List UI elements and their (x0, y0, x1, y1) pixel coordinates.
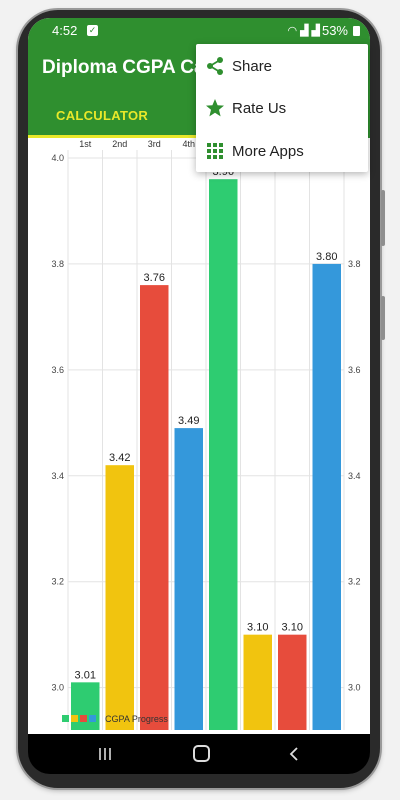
status-bar: 4:52 ✓ ◠ ▟ ▟ 53% (28, 18, 370, 44)
bar (278, 634, 307, 730)
x-tick-label: 1st (79, 139, 92, 149)
bar (174, 428, 203, 730)
legend-swatch (89, 715, 96, 722)
bar (71, 682, 100, 730)
navigation-bar (28, 734, 370, 774)
tab-indicator (28, 135, 198, 138)
back-button[interactable] (286, 746, 302, 762)
recent-apps-button[interactable] (98, 747, 112, 761)
y-tick-label-left: 3.4 (51, 471, 64, 481)
legend-swatch (80, 715, 87, 722)
cgpa-chart: 3.03.03.23.23.43.43.63.63.83.84.04.01st2… (28, 138, 370, 734)
grid-icon (207, 143, 223, 159)
bar (140, 285, 169, 730)
tab-calculator[interactable]: CALCULATOR (56, 108, 149, 123)
menu-item-share[interactable]: Share (196, 45, 368, 87)
y-tick-label-right: 3.0 (348, 683, 361, 693)
y-tick-label-right: 3.2 (348, 577, 361, 587)
bar-value-label: 3.80 (316, 251, 337, 263)
app-title: Diploma CGPA Calc (42, 57, 221, 78)
signal-icon-2: ▟ (311, 25, 320, 37)
x-tick-label: 2nd (112, 139, 127, 149)
app-screen: 4:52 ✓ ◠ ▟ ▟ 53% Diploma CGPA Calc CALCU… (28, 18, 370, 734)
battery-icon (353, 26, 360, 36)
y-tick-label-right: 3.4 (348, 471, 361, 481)
bar-value-label: 3.01 (75, 669, 96, 681)
x-tick-label: 3rd (148, 139, 161, 149)
x-tick-label: 4th (182, 139, 195, 149)
legend-swatch (71, 715, 78, 722)
bar-value-label: 3.49 (178, 415, 199, 427)
y-tick-label-right: 3.8 (348, 259, 361, 269)
status-icons: ◠ ▟ ▟ (287, 24, 320, 37)
status-time: 4:52 (52, 23, 78, 38)
y-tick-label-left: 4.0 (51, 153, 64, 163)
menu-label-share: Share (232, 57, 273, 75)
signal-icon: ▟ (300, 25, 309, 37)
y-tick-label-left: 3.2 (51, 577, 64, 587)
bar-value-label: 3.76 (144, 272, 165, 284)
y-tick-label-left: 3.8 (51, 259, 64, 269)
bar-value-label: 3.10 (282, 622, 303, 634)
volume-button (381, 190, 385, 246)
menu-item-rate-us[interactable]: Rate Us (196, 87, 368, 129)
bar (243, 634, 272, 730)
bar-value-label: 3.10 (247, 622, 268, 634)
overflow-menu: Share Rate Us More Apps (196, 44, 368, 172)
y-tick-label-right: 3.6 (348, 365, 361, 375)
notification-check-icon: ✓ (87, 25, 98, 36)
y-tick-label-left: 3.6 (51, 365, 64, 375)
cgpa-bar-chart: 3.03.03.23.23.43.43.63.63.83.84.04.01st2… (51, 139, 361, 730)
bar (209, 179, 238, 730)
wifi-icon: ◠ (287, 25, 298, 37)
power-button (381, 296, 385, 340)
bar (105, 465, 134, 730)
menu-label-rate-us: Rate Us (232, 99, 287, 117)
bar (312, 263, 341, 730)
battery-percent: 53% (321, 23, 348, 38)
menu-item-more-apps[interactable]: More Apps (196, 130, 368, 172)
star-icon (206, 99, 224, 117)
menu-label-more-apps: More Apps (232, 142, 304, 160)
legend-label: CGPA Progress (105, 714, 168, 724)
bar-value-label: 3.42 (109, 452, 130, 464)
y-tick-label-left: 3.0 (51, 683, 64, 693)
share-icon (207, 57, 223, 75)
home-button[interactable] (193, 745, 210, 762)
legend-swatch (62, 715, 69, 722)
